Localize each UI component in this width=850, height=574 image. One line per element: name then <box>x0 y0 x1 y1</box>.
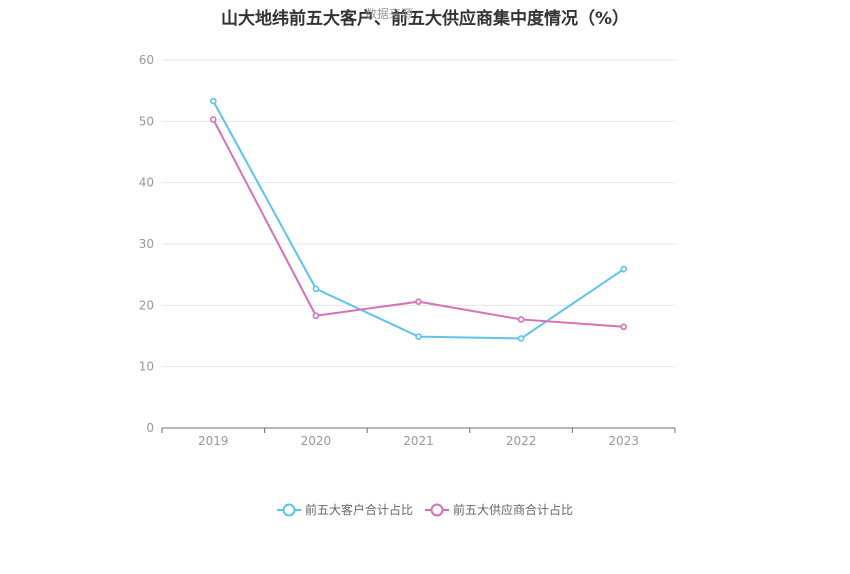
data-point <box>517 316 525 323</box>
series-1 <box>210 97 628 342</box>
x-tick-label: 2021 <box>403 434 434 448</box>
legend-label: 前五大客户合计占比 <box>305 502 413 517</box>
series <box>210 97 628 342</box>
y-tick-label: 20 <box>139 298 154 312</box>
x-tick-label: 2019 <box>198 434 229 448</box>
series-2 <box>210 116 628 331</box>
x-tick-label: 2023 <box>608 434 639 448</box>
data-point <box>620 323 628 331</box>
chart-title: 山大地纬前五大客户、前五大供应商集中度情况（%） <box>220 9 630 29</box>
legend-item-2: 前五大供应商合计占比 <box>425 502 573 517</box>
y-tick-label: 30 <box>139 237 154 251</box>
series-line <box>212 119 624 328</box>
data-point <box>415 298 422 305</box>
grid-lines <box>162 59 675 368</box>
data-point <box>210 97 217 105</box>
data-point <box>312 285 320 293</box>
data-point <box>312 312 320 320</box>
legend-swatch-marker <box>282 503 296 517</box>
data-point <box>517 335 525 342</box>
y-tick-label: 50 <box>139 114 154 128</box>
y-tick-label: 60 <box>139 53 154 67</box>
legend: 前五大客户合计占比 前五大供应商合计占比 <box>277 502 573 517</box>
x-tick-label: 2022 <box>506 434 537 448</box>
y-tick-label: 40 <box>139 176 154 190</box>
x-tick-label: 2020 <box>301 434 332 448</box>
legend-item-1: 前五大客户合计占比 <box>277 502 413 517</box>
legend-label: 前五大供应商合计占比 <box>453 502 573 517</box>
data-point <box>210 116 217 123</box>
watermark: 数据来源 <box>365 7 414 21</box>
axes: 0 10 20 30 40 50 60 2019 2020 2021 2022 2023 <box>139 53 676 448</box>
y-tick-label: 0 <box>146 421 154 435</box>
data-point <box>415 333 422 340</box>
legend-swatch-marker <box>430 503 444 517</box>
y-tick-label: 10 <box>139 360 154 374</box>
data-point <box>620 265 628 273</box>
